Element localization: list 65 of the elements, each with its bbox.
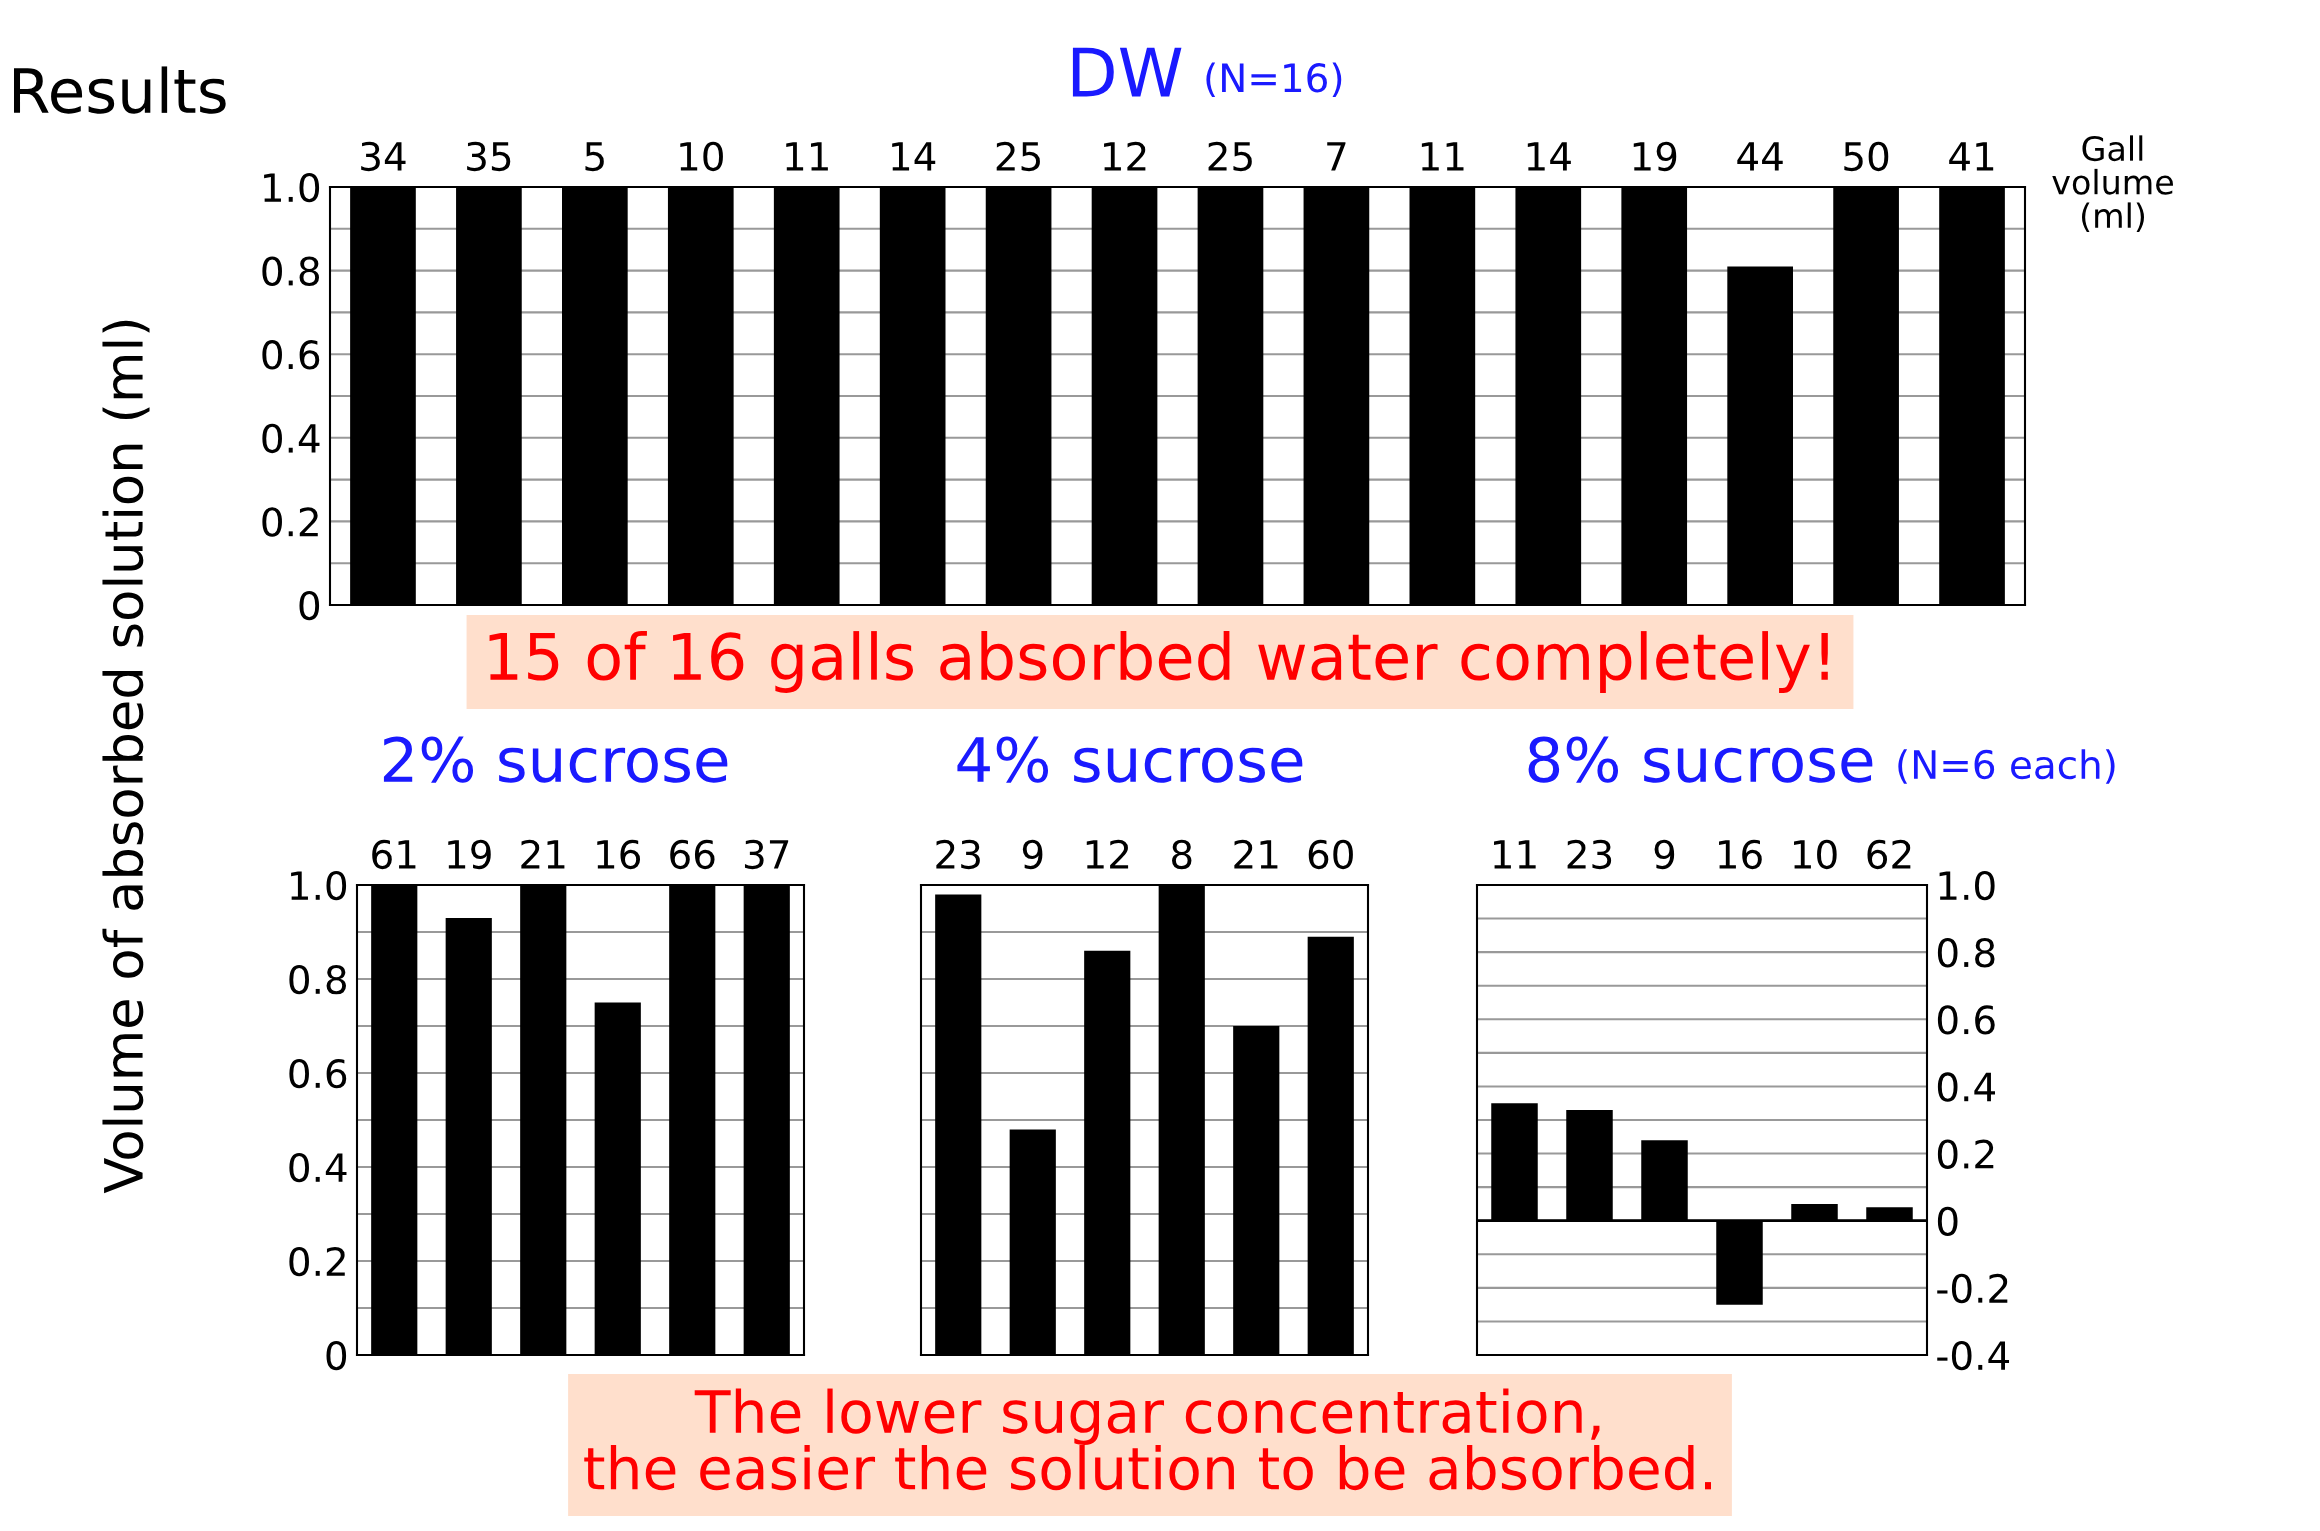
x-tick-label: 11	[1421, 142, 1464, 171]
x-tick-label: 50	[1844, 141, 1889, 172]
x-tick-label: 9	[1654, 839, 1675, 870]
x-tick-label: 5	[585, 142, 604, 172]
y-tick-label: 0.4	[289, 1152, 347, 1183]
text: The lower sugar concentration, the easier the solution to be absorbed.	[584, 1388, 1712, 1491]
text: 15 of 16 galls absorbed water completely!	[489, 631, 1828, 693]
y2-tick-label: 0	[1937, 1206, 1958, 1237]
y-tick-label: 0.8	[289, 964, 347, 995]
x-tick-label: 16	[1719, 839, 1762, 870]
y2-tick-label: 1.0	[1939, 870, 1995, 901]
y-tick-label: 0.2	[289, 1246, 345, 1277]
y-tick-label: 1.0	[264, 172, 320, 203]
x-tick-label: 19	[1633, 141, 1677, 172]
y-tick-label: 0.4	[262, 423, 320, 454]
y-tick-label: 0	[299, 590, 320, 621]
chart-title: 8% sucrose	[1528, 736, 1873, 783]
x-tick-label: 23	[1567, 839, 1612, 870]
x-tick-label: 7	[1327, 142, 1346, 171]
y2-tick-label: 0.8	[1937, 938, 1995, 968]
x-tick-label: 34	[361, 141, 406, 172]
x-tick-label: 25	[996, 141, 1040, 172]
y-tick-label: 0	[326, 1340, 347, 1371]
x-tick-label: 37	[744, 839, 789, 870]
x-tick-label: 23	[936, 839, 980, 870]
x-tick-label: 19	[448, 839, 491, 870]
chart-title: 4% sucrose	[957, 736, 1303, 783]
x-tick-label: 41	[1949, 142, 1994, 171]
chart-title: 2% sucrose	[383, 736, 728, 783]
x-tick-label: 60	[1308, 839, 1353, 870]
x-tick-label: 10	[1794, 839, 1837, 870]
x-tick-label: 66	[670, 839, 715, 870]
x-tick-label: 12	[1086, 839, 1129, 869]
y-tick-label: 0.6	[262, 340, 320, 370]
x-tick-label: 11	[786, 142, 828, 171]
x-tick-label: 16	[597, 839, 641, 870]
y2-tick-label: 0.6	[1937, 1005, 1995, 1035]
x-tick-label: 8	[1172, 839, 1192, 870]
x-tick-label: 12	[1104, 141, 1146, 171]
y2-tick-label: 0.4	[1937, 1072, 1995, 1102]
x-tick-label: 21	[1234, 839, 1278, 869]
x-tick-label: 11	[1494, 840, 1536, 869]
y2-tick-label: 0.2	[1937, 1139, 1994, 1169]
x-tick-label: 9	[1022, 839, 1043, 870]
x-tick-label: 62	[1867, 839, 1911, 870]
text: Results	[14, 66, 226, 114]
y-axis-title: Volume of absorbed solution (ml)	[102, 320, 150, 1194]
y-tick-label: 0.2	[262, 507, 318, 537]
x-tick-label: 35	[467, 141, 511, 172]
y-tick-label: 0.6	[289, 1058, 347, 1089]
x-tick-label: 14	[892, 142, 936, 171]
x-tick-label: 10	[680, 141, 723, 172]
y-tick-label: 1.0	[291, 870, 347, 901]
x-tick-label: 14	[1527, 142, 1571, 171]
x-tick-label: 21	[521, 839, 565, 869]
text: (N=6 each)	[1898, 749, 2115, 784]
y2-tick-label: -0.4	[1937, 1340, 2010, 1371]
x-tick-label: 61	[372, 839, 416, 870]
y2-tick-label: -0.2	[1937, 1273, 2008, 1304]
x-tick-label: 44	[1737, 142, 1783, 171]
chart-subtitle: (N=16)	[1206, 62, 1342, 98]
chart-title: DW	[1072, 47, 1182, 97]
x-axis-title: Gall volume (ml)	[2052, 135, 2173, 233]
x-tick-label: 25	[1208, 141, 1252, 172]
y-tick-label: 0.8	[262, 256, 320, 286]
